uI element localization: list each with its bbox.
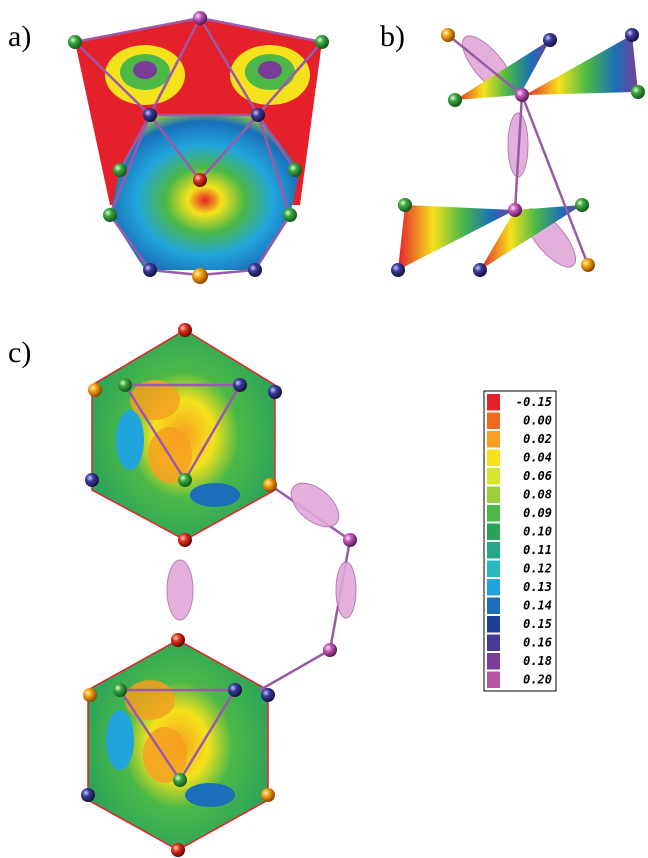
legend-swatch bbox=[487, 598, 500, 615]
legend-swatch bbox=[487, 542, 500, 559]
legend-swatch bbox=[487, 524, 500, 541]
legend-swatch bbox=[487, 579, 500, 596]
legend-label: 0.18 bbox=[523, 654, 552, 668]
panel-label: c) bbox=[8, 336, 31, 369]
legend-swatch bbox=[487, 450, 500, 467]
legend-label: 0.09 bbox=[523, 506, 552, 520]
legend-label: 0.06 bbox=[523, 469, 552, 483]
legend-label: 0.12 bbox=[523, 561, 552, 575]
legend-swatch bbox=[487, 616, 500, 633]
legend-label: 0.00 bbox=[523, 413, 552, 427]
legend: -0.15 0.00 0.02 0.04 0.06 0.08 0.09 0.10 0.11 0.1… bbox=[484, 391, 556, 691]
legend-swatch bbox=[487, 431, 500, 448]
legend-label: 0.02 bbox=[523, 432, 552, 446]
legend-label: 0.04 bbox=[523, 450, 552, 464]
legend-label: 0.08 bbox=[523, 487, 552, 501]
legend-label: -0.15 bbox=[516, 395, 552, 409]
legend-label: 0.10 bbox=[523, 524, 552, 538]
structure-b bbox=[391, 28, 645, 277]
figure: a) b) c) -0.15 0.00 0.02 0.04 0.06 0.08 0.09 0.… bbox=[0, 0, 648, 858]
legend-swatch bbox=[487, 672, 500, 689]
legend-swatch bbox=[487, 561, 500, 578]
structure-a bbox=[68, 11, 329, 284]
legend-swatch bbox=[487, 413, 500, 430]
legend-label: 0.20 bbox=[523, 672, 552, 686]
legend-label: 0.15 bbox=[523, 617, 552, 631]
structure-c bbox=[81, 323, 357, 857]
legend-swatch bbox=[487, 468, 500, 485]
panel-label: b) bbox=[380, 20, 405, 53]
legend-label: 0.13 bbox=[523, 580, 552, 594]
legend-label: 0.16 bbox=[523, 635, 552, 649]
legend-label: 0.14 bbox=[523, 598, 552, 612]
legend-swatch bbox=[487, 394, 500, 411]
legend-swatch bbox=[487, 487, 500, 504]
legend-swatch bbox=[487, 635, 500, 652]
legend-swatch bbox=[487, 653, 500, 670]
legend-label: 0.11 bbox=[523, 543, 552, 557]
legend-swatch bbox=[487, 505, 500, 522]
panel-label: a) bbox=[8, 20, 31, 53]
